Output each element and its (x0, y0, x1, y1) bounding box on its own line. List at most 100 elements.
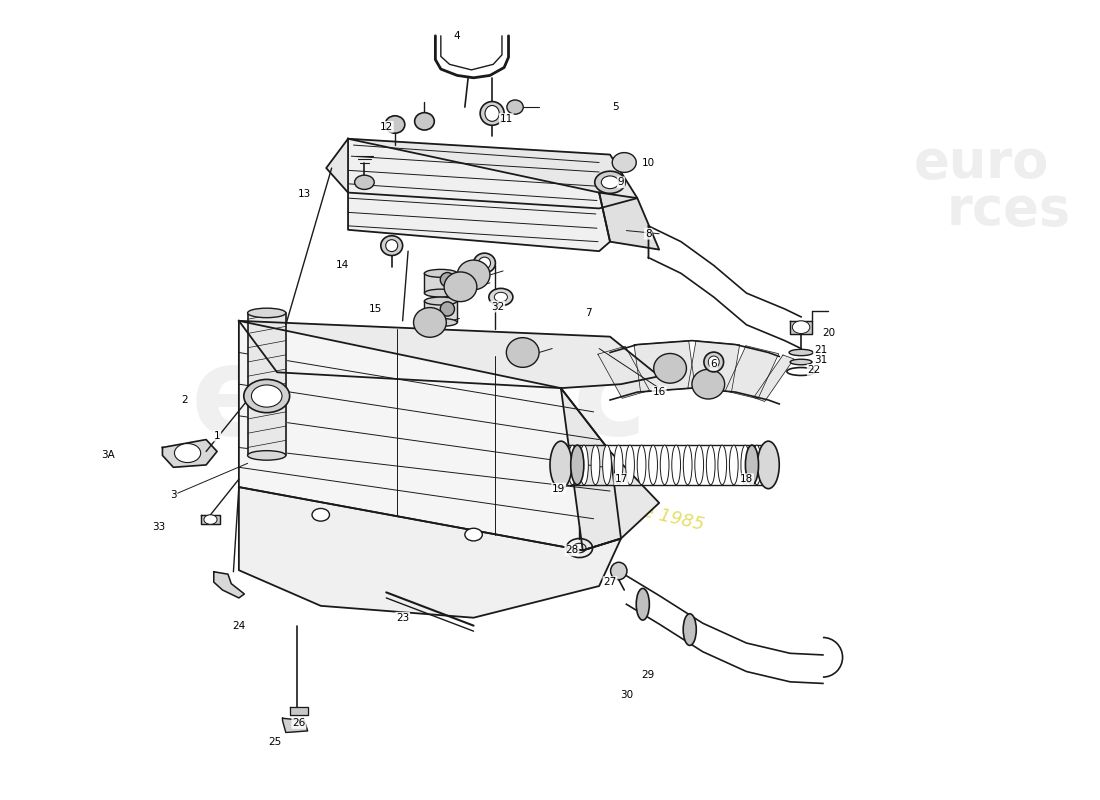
Ellipse shape (752, 445, 761, 485)
Text: 6: 6 (711, 359, 717, 370)
Ellipse shape (425, 318, 458, 326)
Text: 18: 18 (740, 474, 754, 484)
Text: euro: euro (913, 137, 1049, 189)
Ellipse shape (415, 113, 434, 130)
Circle shape (204, 514, 217, 524)
Text: 10: 10 (641, 158, 654, 167)
Text: 17: 17 (614, 474, 628, 484)
Text: 8: 8 (645, 229, 651, 238)
Ellipse shape (610, 562, 627, 580)
Ellipse shape (672, 445, 681, 485)
Ellipse shape (695, 445, 704, 485)
Circle shape (465, 528, 482, 541)
Ellipse shape (580, 445, 588, 485)
Ellipse shape (614, 445, 623, 485)
Ellipse shape (591, 445, 600, 485)
Ellipse shape (507, 100, 524, 114)
Text: 25: 25 (268, 737, 282, 747)
Ellipse shape (595, 171, 625, 194)
Polygon shape (688, 341, 739, 392)
Text: 14: 14 (336, 261, 349, 270)
Text: 29: 29 (641, 670, 654, 681)
Ellipse shape (440, 273, 454, 286)
Ellipse shape (248, 450, 286, 460)
Text: 23: 23 (396, 613, 409, 622)
Ellipse shape (440, 302, 454, 316)
Text: 16: 16 (652, 387, 666, 397)
Text: 1: 1 (213, 430, 220, 441)
Ellipse shape (704, 352, 724, 372)
Ellipse shape (790, 359, 812, 365)
Ellipse shape (636, 589, 649, 620)
Ellipse shape (485, 106, 499, 122)
Ellipse shape (758, 441, 779, 489)
Ellipse shape (741, 445, 750, 485)
Ellipse shape (660, 445, 669, 485)
Ellipse shape (649, 445, 658, 485)
Polygon shape (725, 346, 779, 398)
Polygon shape (290, 707, 308, 715)
Text: 22: 22 (807, 365, 821, 375)
Ellipse shape (708, 356, 719, 368)
Ellipse shape (637, 445, 646, 485)
Text: 31: 31 (814, 354, 827, 365)
Ellipse shape (425, 297, 458, 305)
Text: 26: 26 (293, 718, 306, 728)
Polygon shape (634, 341, 695, 392)
Polygon shape (213, 572, 244, 598)
Text: 32: 32 (491, 302, 504, 311)
Ellipse shape (248, 308, 286, 318)
Polygon shape (248, 313, 286, 455)
Text: 3A: 3A (101, 450, 114, 461)
Ellipse shape (414, 307, 447, 338)
Polygon shape (425, 274, 458, 293)
Text: 7: 7 (585, 308, 592, 318)
Text: 5: 5 (613, 102, 619, 112)
Polygon shape (598, 346, 649, 398)
Ellipse shape (789, 350, 813, 356)
Ellipse shape (653, 354, 686, 383)
Text: 11: 11 (499, 114, 513, 124)
Polygon shape (283, 718, 308, 733)
Circle shape (175, 443, 200, 462)
Text: 15: 15 (368, 304, 382, 314)
Text: 27: 27 (604, 577, 617, 587)
Ellipse shape (425, 289, 458, 297)
Ellipse shape (488, 288, 513, 306)
Polygon shape (239, 487, 622, 618)
Polygon shape (200, 514, 220, 524)
Ellipse shape (746, 445, 759, 485)
Text: 21: 21 (814, 345, 827, 355)
Text: 12: 12 (379, 122, 393, 132)
Ellipse shape (718, 445, 727, 485)
Ellipse shape (571, 445, 584, 485)
Polygon shape (239, 321, 622, 550)
Ellipse shape (626, 445, 635, 485)
Ellipse shape (550, 441, 572, 489)
Text: rces: rces (946, 184, 1070, 236)
Polygon shape (790, 321, 812, 334)
Text: 13: 13 (298, 189, 311, 199)
Ellipse shape (506, 338, 539, 367)
Ellipse shape (764, 445, 772, 485)
Polygon shape (163, 439, 217, 467)
Ellipse shape (354, 175, 374, 190)
Text: 24: 24 (232, 621, 245, 630)
Ellipse shape (478, 257, 491, 269)
Ellipse shape (474, 253, 495, 273)
Ellipse shape (252, 385, 282, 407)
Circle shape (792, 321, 810, 334)
Text: 20: 20 (822, 328, 835, 338)
Text: 3: 3 (170, 490, 177, 500)
Ellipse shape (683, 614, 696, 646)
Text: eurorc: eurorc (190, 339, 648, 461)
Text: 4: 4 (454, 31, 461, 41)
Ellipse shape (557, 445, 565, 485)
Ellipse shape (786, 367, 815, 375)
Polygon shape (425, 301, 458, 322)
Text: 33: 33 (153, 522, 166, 532)
Text: 19: 19 (552, 484, 565, 494)
Ellipse shape (613, 153, 636, 172)
Ellipse shape (602, 176, 619, 189)
Polygon shape (327, 138, 637, 209)
